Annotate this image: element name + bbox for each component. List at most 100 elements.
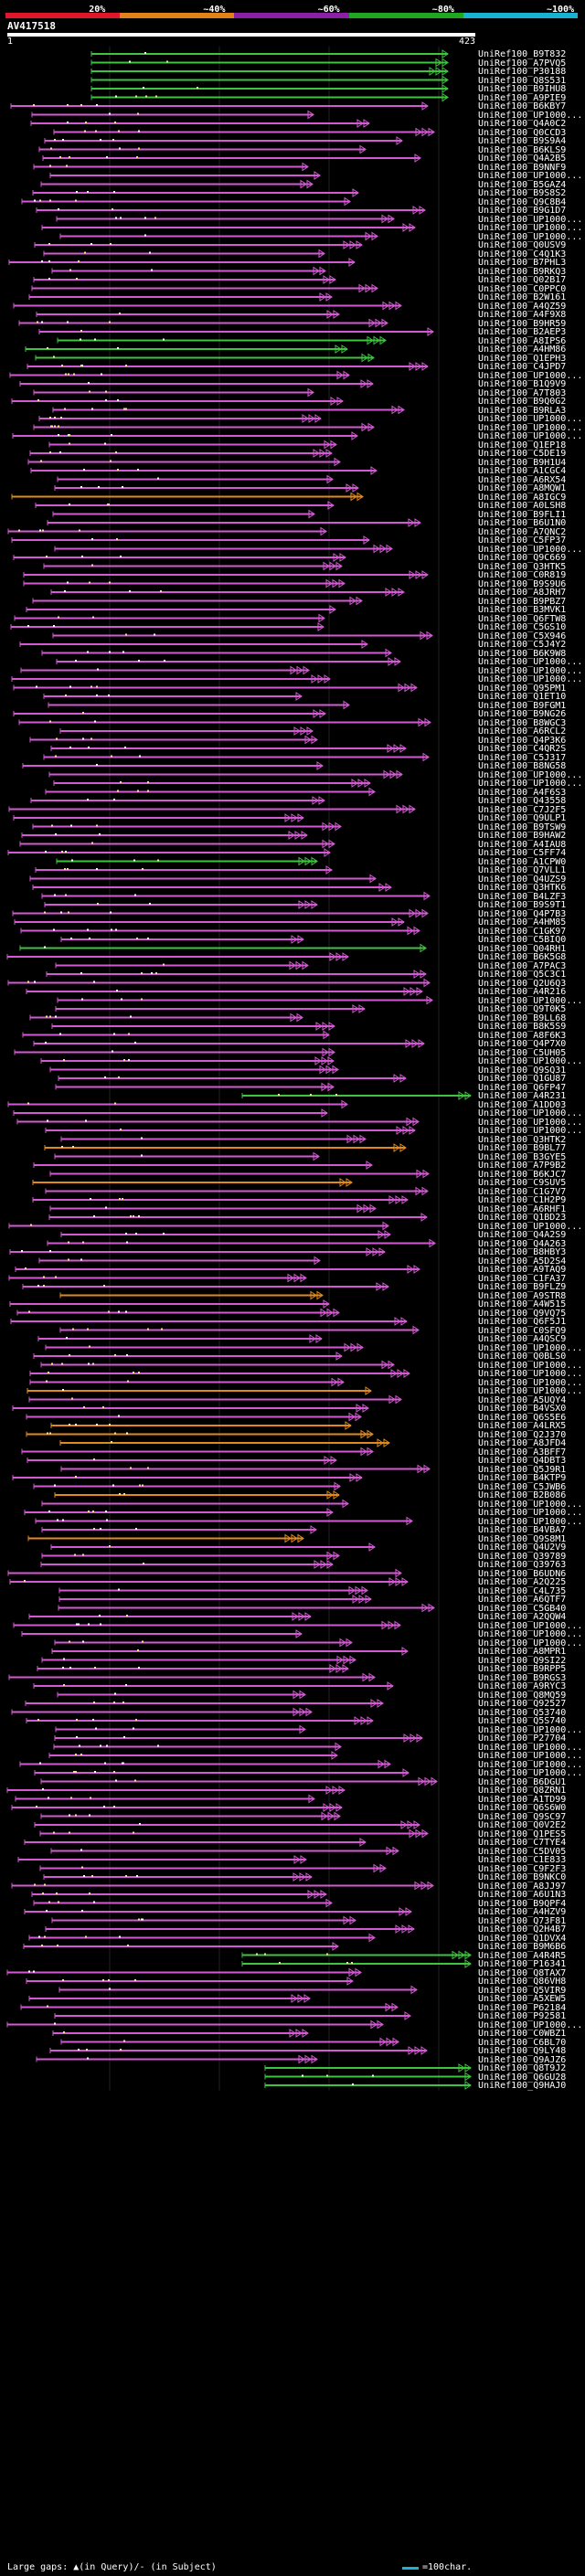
hit-label[interactable]: UniRef100_A4W515 <box>478 1299 567 1309</box>
hit-label[interactable]: UniRef100_Q4A0C2 <box>478 119 567 129</box>
hit-label[interactable]: UniRef100_B9IHU8 <box>478 84 567 94</box>
hit-label[interactable]: UniRef100_B9HR59 <box>478 318 567 329</box>
hit-label[interactable]: UniRef100_UP1000... <box>478 1377 583 1388</box>
hit-label[interactable]: UniRef100_C5DV05 <box>478 1846 567 1857</box>
hit-label[interactable]: UniRef100_C7TYE4 <box>478 1838 567 1848</box>
hit-label[interactable]: UniRef100_Q9T0K5 <box>478 1004 567 1014</box>
hit-label[interactable]: UniRef100_B2AEP3 <box>478 327 567 337</box>
hit-label[interactable]: UniRef100_C1GK97 <box>478 926 567 937</box>
hit-label[interactable]: UniRef100_B9S9A4 <box>478 136 567 146</box>
hit-label[interactable]: UniRef100_UP1000... <box>478 1751 583 1761</box>
hit-label[interactable]: UniRef100_B6U1N0 <box>478 518 567 528</box>
hit-label[interactable]: UniRef100_UP1000... <box>478 1742 583 1753</box>
hit-label[interactable]: UniRef100_C4L735 <box>478 1585 567 1596</box>
hit-label[interactable]: UniRef100_Q9LY48 <box>478 2046 567 2056</box>
hit-label[interactable]: UniRef100_C0SFQ9 <box>478 1325 567 1336</box>
hit-label[interactable]: UniRef100_B8WGC3 <box>478 717 567 728</box>
hit-label[interactable]: UniRef100_A9PIE9 <box>478 92 567 103</box>
hit-label[interactable]: UniRef100_UP1000... <box>478 1508 583 1518</box>
hit-label[interactable]: UniRef100_Q9SQ31 <box>478 1065 567 1076</box>
hit-label[interactable]: UniRef100_B7PHL3 <box>478 258 567 268</box>
hit-label[interactable]: UniRef100_C7J2F5 <box>478 804 567 815</box>
hit-label[interactable]: UniRef100_C5UH05 <box>478 1047 567 1058</box>
hit-label[interactable]: UniRef100_UP1000... <box>478 1360 583 1371</box>
hit-label[interactable]: UniRef100_A1DD03 <box>478 1099 567 1110</box>
hit-label[interactable]: UniRef100_B6DGU1 <box>478 1776 567 1787</box>
hit-label[interactable]: UniRef100_UP1000... <box>478 1759 583 1770</box>
hit-label[interactable]: UniRef100_B9HAW2 <box>478 831 567 841</box>
hit-label[interactable]: UniRef100_B9M6B6 <box>478 1942 567 1952</box>
hit-label[interactable]: UniRef100_Q9S8M1 <box>478 1533 567 1544</box>
hit-label[interactable]: UniRef100_Q5J9R1 <box>478 1464 567 1475</box>
hit-label[interactable]: UniRef100_A8IPS6 <box>478 335 567 346</box>
hit-label[interactable]: UniRef100_Q2H4B7 <box>478 1924 567 1935</box>
hit-label[interactable]: UniRef100_B3MVK1 <box>478 605 567 615</box>
hit-label[interactable]: UniRef100_Q39789 <box>478 1551 567 1562</box>
hit-label[interactable]: UniRef100_Q3HTK2 <box>478 1134 567 1145</box>
hit-label[interactable]: UniRef100_Q4P7X0 <box>478 1039 567 1049</box>
hit-label[interactable]: UniRef100_Q39763 <box>478 1560 567 1570</box>
hit-label[interactable]: UniRef100_A8JRH7 <box>478 588 567 598</box>
hit-label[interactable]: UniRef100_C5DE19 <box>478 449 567 459</box>
hit-label[interactable]: UniRef100_P16341 <box>478 1959 567 1969</box>
hit-label[interactable]: UniRef100_UP1000... <box>478 674 583 684</box>
hit-label[interactable]: UniRef100_Q9ULP1 <box>478 813 567 823</box>
hit-label[interactable]: UniRef100_A7P9B2 <box>478 1161 567 1171</box>
hit-label[interactable]: UniRef100_B9Q0G2 <box>478 397 567 407</box>
hit-label[interactable]: UniRef100_UP1000... <box>478 171 583 181</box>
hit-label[interactable]: UniRef100_A6U1N3 <box>478 1890 567 1900</box>
hit-label[interactable]: UniRef100_Q43558 <box>478 796 567 806</box>
hit-label[interactable]: UniRef100_A4R4R5 <box>478 1950 567 1961</box>
hit-label[interactable]: UniRef100_UP1000... <box>478 1126 583 1136</box>
hit-label[interactable]: UniRef100_A1CGC4 <box>478 466 567 476</box>
hit-label[interactable]: UniRef100_Q0BLS0 <box>478 1352 567 1362</box>
hit-label[interactable]: UniRef100_A4R231 <box>478 1091 567 1101</box>
hit-label[interactable]: UniRef100_A4HM86 <box>478 345 567 355</box>
hit-label[interactable]: UniRef100_A9RYC3 <box>478 1681 567 1691</box>
hit-label[interactable]: UniRef100_C5BIQ0 <box>478 935 567 945</box>
hit-label[interactable]: UniRef100_B6K5G8 <box>478 952 567 962</box>
hit-label[interactable]: UniRef100_B9RPP5 <box>478 1664 567 1674</box>
hit-label[interactable]: UniRef100_UP1000... <box>478 544 583 555</box>
hit-label[interactable]: UniRef100_Q2U6Q3 <box>478 978 567 989</box>
hit-label[interactable]: UniRef100_UP1000... <box>478 657 583 667</box>
hit-label[interactable]: UniRef100_A4HZV9 <box>478 1907 567 1917</box>
hit-label[interactable]: UniRef100_B9NKC0 <box>478 1872 567 1882</box>
hit-label[interactable]: UniRef100_Q4U2V9 <box>478 1542 567 1553</box>
hit-label[interactable]: UniRef100_Q9AJZ6 <box>478 2054 567 2065</box>
hit-label[interactable]: UniRef100_Q1ET10 <box>478 692 567 702</box>
hit-label[interactable]: UniRef100_A4R216 <box>478 987 567 997</box>
hit-label[interactable]: UniRef100_UP1000... <box>478 779 583 789</box>
hit-label[interactable]: UniRef100_UP1000... <box>478 1117 583 1128</box>
hit-label[interactable]: UniRef100_A5D2S4 <box>478 1256 567 1267</box>
hit-label[interactable]: UniRef100_B6UDN6 <box>478 1568 567 1579</box>
hit-label[interactable]: UniRef100_B9NNF9 <box>478 162 567 173</box>
hit-label[interactable]: UniRef100_B1Q9V9 <box>478 379 567 389</box>
hit-label[interactable]: UniRef100_A2Q225 <box>478 1577 567 1587</box>
hit-label[interactable]: UniRef100_A3BFF7 <box>478 1447 567 1458</box>
hit-label[interactable]: UniRef100_Q8ZRN1 <box>478 1786 567 1796</box>
hit-label[interactable]: UniRef100_B6KJC7 <box>478 1169 567 1180</box>
hit-label[interactable]: UniRef100_B4VBA7 <box>478 1525 567 1535</box>
hit-label[interactable]: UniRef100_UP1000... <box>478 1369 583 1379</box>
hit-label[interactable]: UniRef100_A5UQY4 <box>478 1394 567 1405</box>
hit-label[interactable]: UniRef100_UP1000... <box>478 223 583 233</box>
hit-label[interactable]: UniRef100_C0R819 <box>478 570 567 580</box>
hit-label[interactable]: UniRef100_Q0V2E2 <box>478 1820 567 1830</box>
hit-label[interactable]: UniRef100_Q9C8B4 <box>478 196 567 207</box>
hit-label[interactable]: UniRef100_Q4DBT3 <box>478 1456 567 1466</box>
hit-label[interactable]: UniRef100_Q9C669 <box>478 553 567 563</box>
hit-label[interactable]: UniRef100_A8JFD4 <box>478 1438 567 1448</box>
hit-label[interactable]: UniRef100_A4F9X8 <box>478 310 567 320</box>
hit-label[interactable]: UniRef100_B6K9W8 <box>478 648 567 659</box>
hit-label[interactable]: UniRef100_C5GS10 <box>478 622 567 632</box>
hit-label[interactable]: UniRef100_A4QZ59 <box>478 301 567 312</box>
hit-label[interactable]: UniRef100_Q4A2S9 <box>478 1230 567 1240</box>
hit-label[interactable]: UniRef100_A4QSC9 <box>478 1334 567 1344</box>
hit-label[interactable]: UniRef100_C5J317 <box>478 752 567 763</box>
hit-label[interactable]: UniRef100_Q1EP18 <box>478 440 567 451</box>
hit-label[interactable]: UniRef100_B9S9T1 <box>478 900 567 910</box>
hit-label[interactable]: UniRef100_UP1000... <box>478 1768 583 1778</box>
hit-label[interactable]: UniRef100_C4JPD7 <box>478 362 567 372</box>
hit-label[interactable]: UniRef100_B3GYE5 <box>478 1151 567 1162</box>
